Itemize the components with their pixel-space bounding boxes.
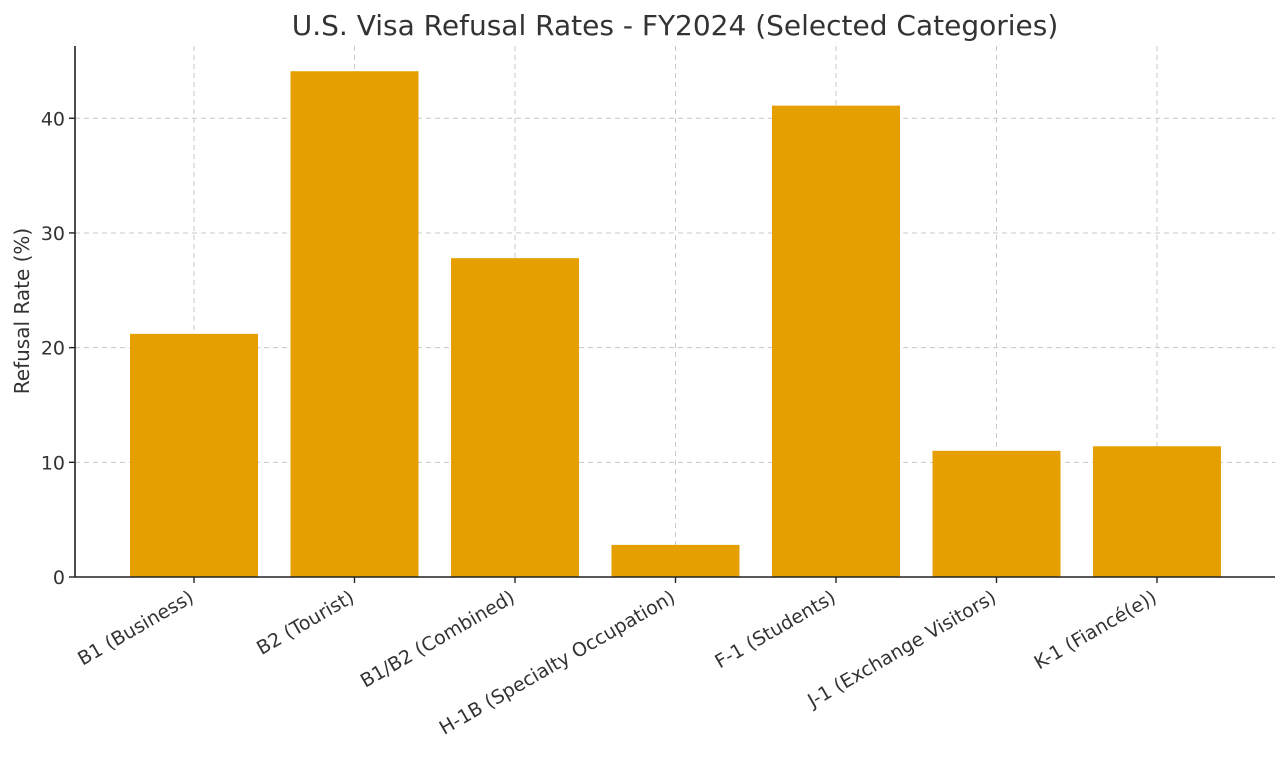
bar: [290, 71, 419, 577]
bar: [451, 258, 579, 577]
chart-title: U.S. Visa Refusal Rates - FY2024 (Select…: [292, 9, 1059, 42]
y-tick-label: 40: [41, 108, 65, 130]
y-tick-label: 0: [53, 567, 65, 589]
x-tick-label: B2 (Tourist): [253, 586, 358, 659]
y-tick-label: 10: [41, 452, 65, 474]
x-tick-label: B1 (Business): [74, 586, 197, 670]
bar: [932, 450, 1061, 577]
bar: [130, 333, 258, 577]
y-tick-label: 20: [41, 338, 65, 360]
bar: [1093, 446, 1221, 577]
y-axis-label: Refusal Rate (%): [10, 228, 34, 394]
x-tick-label: F-1 (Students): [711, 586, 839, 673]
x-tick-label: K-1 (Fiancé(e)): [1030, 586, 1160, 674]
x-tick-label: B1/B2 (Combined): [357, 586, 519, 692]
bar: [611, 544, 740, 577]
bar-layer: [130, 71, 1221, 577]
y-tick-label: 30: [41, 223, 65, 245]
bar: [772, 105, 900, 577]
